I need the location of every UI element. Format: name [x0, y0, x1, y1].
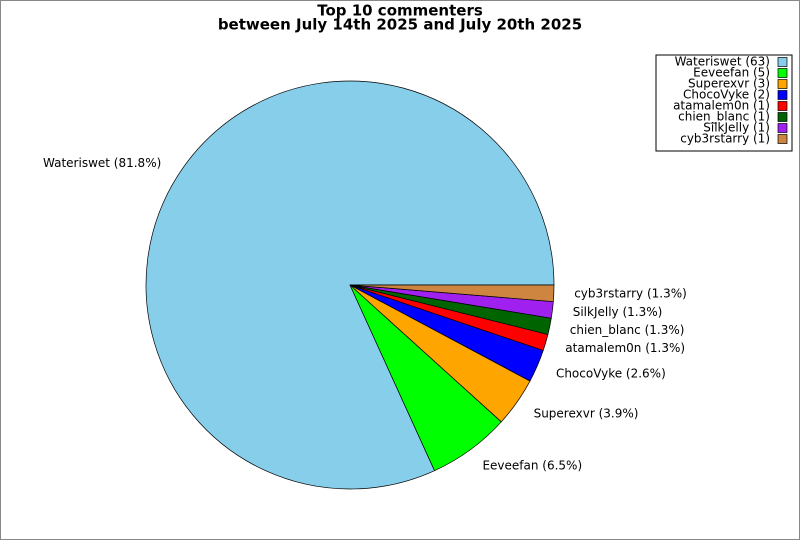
chart-subtitle: between July 14th 2025 and July 20th 202… [218, 16, 582, 34]
legend-swatch [777, 90, 788, 100]
slice-label: Superexvr (3.9%) [534, 407, 639, 421]
legend-swatch [777, 79, 788, 89]
legend-swatch [777, 57, 788, 67]
legend-label: Eeveefan (5) [693, 66, 770, 80]
slice-label: SilkJelly (1.3%) [573, 305, 663, 319]
legend-swatch [777, 112, 788, 122]
legend-label: Wateriswet (63) [675, 55, 770, 69]
slice-label: Eeveefan (6.5%) [482, 459, 582, 473]
chart-title: Top 10 commenters [317, 2, 483, 20]
slice-label: cyb3rstarry (1.3%) [574, 287, 687, 301]
pie: Wateriswet (81.8%) Eeveefan (6.5%) Superex… [43, 80, 687, 490]
legend-label: chien_blanc (1) [678, 110, 770, 124]
legend-label: Superexvr (3) [688, 77, 770, 91]
legend-box [655, 54, 793, 152]
legend-label: cyb3rstarry (1) [680, 132, 770, 146]
legend: Wateriswet (63)Eeveefan (5)Superexvr (3)… [655, 54, 793, 152]
legend-label: ChocoVyke (2) [683, 88, 770, 102]
legend-label: atamalem0n (1) [673, 99, 770, 113]
legend-swatch [777, 134, 788, 144]
slice-label: atamalem0n (1.3%) [565, 341, 685, 355]
slice-label: ChocoVyke (2.6%) [556, 367, 666, 381]
legend-swatch [777, 101, 788, 111]
legend-label: SilkJelly (1) [703, 121, 770, 135]
legend-swatch [777, 68, 788, 78]
legend-swatch [777, 123, 788, 133]
slice-label: Wateriswet (81.8%) [43, 156, 161, 170]
slice-label: chien_blanc (1.3%) [570, 323, 685, 337]
pie-slice [349, 284, 555, 303]
